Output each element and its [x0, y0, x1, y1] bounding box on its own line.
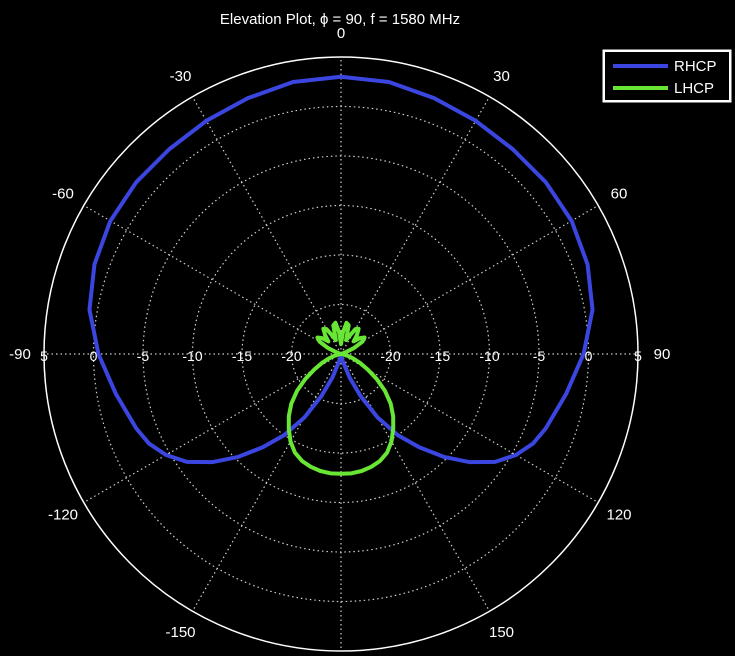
- radial-tick-label: -20: [380, 348, 400, 364]
- legend-label-lhcp: LHCP: [674, 80, 714, 97]
- angle-tick-label: -120: [48, 507, 78, 524]
- radial-tick-label: 0: [90, 348, 98, 364]
- chart-title: Elevation Plot, ϕ = 90, f = 1580 MHz: [220, 11, 460, 28]
- angle-tick-label: 0: [337, 25, 345, 42]
- grid-spoke: [83, 353, 342, 504]
- angle-tick-label: 120: [606, 507, 631, 524]
- angle-tick-label: 90: [654, 346, 671, 363]
- angle-tick-label: 60: [611, 186, 628, 203]
- angle-tick-label: 30: [493, 68, 510, 85]
- grid-spoke: [191, 96, 342, 355]
- angle-tick-label: -90: [9, 346, 31, 363]
- radial-tick-labels: 5 5 0 0 -5 -5 -10 -10 -15 -15 -20 -20: [40, 348, 642, 364]
- radial-tick-label: -5: [533, 348, 546, 364]
- grid-spoke: [340, 204, 599, 355]
- radial-tick-label: -10: [479, 348, 499, 364]
- grid-spoke: [340, 353, 491, 612]
- legend-inner: [605, 52, 729, 100]
- angle-tick-label: -30: [170, 68, 192, 85]
- grid-spoke: [83, 204, 342, 355]
- legend: RHCP LHCP: [602, 49, 732, 103]
- angle-tick-labels: 0306090120150180-150-120-90-60-30: [9, 25, 671, 641]
- radial-tick-label: -15: [232, 348, 252, 364]
- radial-tick-label: -20: [281, 348, 301, 364]
- grid-spoke: [191, 353, 342, 612]
- series-layer: [87, 74, 595, 476]
- radial-tick-label: 5: [634, 348, 642, 364]
- angle-tick-label: 150: [489, 624, 514, 641]
- polar-grid: [43, 56, 639, 652]
- grid-spoke: [340, 96, 491, 355]
- angle-tick-label: -150: [165, 624, 195, 641]
- radial-tick-label: -15: [430, 348, 450, 364]
- legend-label-rhcp: RHCP: [674, 58, 717, 75]
- radial-tick-label: -10: [182, 348, 202, 364]
- radial-tick-label: -5: [137, 348, 150, 364]
- grid-spoke: [340, 353, 599, 504]
- radial-tick-label: 5: [40, 348, 48, 364]
- radial-tick-label: 0: [585, 348, 593, 364]
- outer-circle: [43, 56, 639, 652]
- angle-tick-label: -60: [52, 186, 74, 203]
- series-line-lhcp: [286, 320, 396, 476]
